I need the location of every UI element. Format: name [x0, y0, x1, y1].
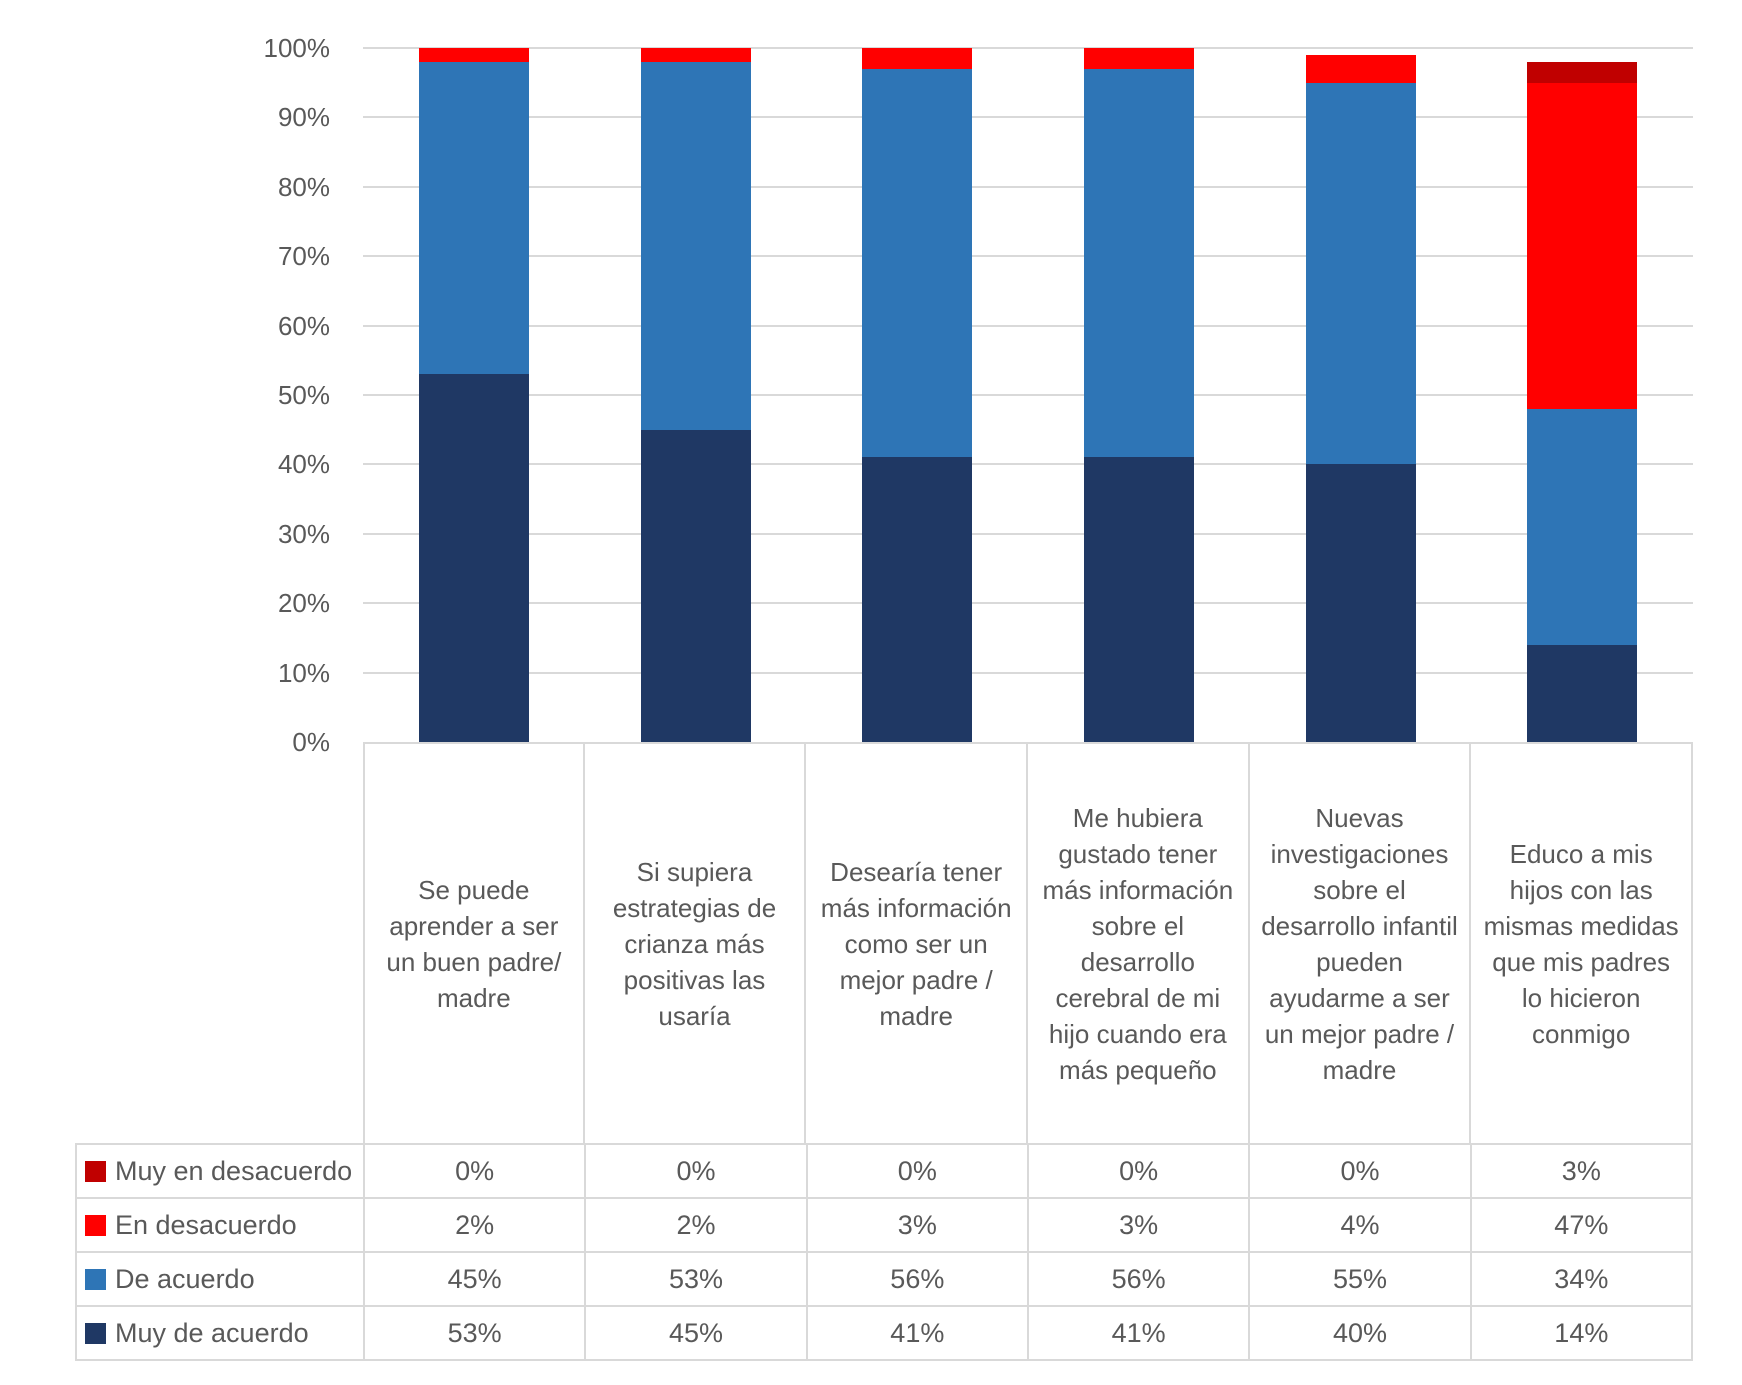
bar-segment — [862, 48, 973, 69]
table-value-cell: 2% — [365, 1199, 587, 1253]
y-axis-tick-label: 20% — [277, 588, 330, 619]
table-value-cell: 3% — [807, 1199, 1029, 1253]
category-header-cell: Se puede aprender a ser un buen padre/ m… — [363, 744, 585, 1143]
bar-column-6 — [1527, 48, 1638, 742]
gridline-70 — [363, 255, 1693, 258]
bar-segment — [1527, 644, 1638, 742]
bar-segment — [1527, 61, 1638, 83]
bar-column-4 — [1083, 48, 1194, 742]
category-header-cell: Desearía tener más información como ser … — [806, 744, 1028, 1143]
table-value-cell: 41% — [1028, 1307, 1251, 1361]
gridline-100 — [363, 47, 1693, 49]
table-value-cell: 0% — [1028, 1145, 1251, 1199]
table-value-cell: 14% — [1471, 1307, 1693, 1361]
table-value-cell: 56% — [807, 1253, 1029, 1307]
bar-segment — [862, 457, 973, 742]
table-value-cell: 0% — [1250, 1145, 1472, 1199]
table-value-cell: 55% — [1250, 1253, 1472, 1307]
table-value-cell: 53% — [365, 1307, 587, 1361]
table-value-cell: 53% — [586, 1253, 808, 1307]
gridline-20 — [363, 602, 1693, 605]
gridline-50 — [363, 394, 1693, 396]
table-value-cell: 0% — [586, 1145, 808, 1199]
bar-segment — [1305, 464, 1416, 742]
bar-column-3 — [862, 48, 973, 742]
y-axis-tick-label: 70% — [277, 241, 330, 272]
bar-segment — [1083, 457, 1194, 742]
gridline-40 — [363, 463, 1693, 466]
legend-swatch-icon — [85, 1160, 106, 1182]
gridline-10 — [363, 671, 1693, 674]
bar-segment — [640, 61, 751, 430]
table-value-cell: 41% — [807, 1307, 1029, 1361]
table-value-cell: 0% — [807, 1145, 1029, 1199]
category-header-cell: Nuevas investigaciones sobre el desarrol… — [1250, 744, 1472, 1143]
legend-label-cell: Muy en desacuerdo — [77, 1145, 365, 1199]
bar-segment — [1305, 54, 1416, 83]
bar-segment — [1305, 82, 1416, 465]
table-value-cell: 0% — [365, 1145, 587, 1199]
bar-segment — [640, 429, 751, 742]
legend-swatch-icon — [85, 1268, 106, 1290]
y-axis-tick-label: 30% — [277, 518, 330, 549]
y-axis-tick-label: 50% — [277, 380, 330, 410]
category-header-cell: Educo a mis hijos con las mismas medidas… — [1471, 744, 1693, 1143]
y-axis-tick-label: 0% — [292, 727, 330, 757]
category-header-cell: Me hubiera gustado tener más información… — [1028, 744, 1250, 1143]
bar-segment — [1083, 48, 1194, 69]
legend-label-cell: Muy de acuerdo — [77, 1307, 365, 1361]
y-axis-tick-label: 10% — [277, 657, 330, 688]
y-axis-tick-label: 80% — [277, 171, 330, 202]
bar-segment — [862, 68, 973, 458]
category-header-cell: Si supiera estrategias de crianza más po… — [585, 744, 807, 1143]
gridline-60 — [363, 324, 1693, 327]
data-table-body: Muy en desacuerdo 0% 0% 0% 0% 0% 3% En desacuer… — [75, 1143, 1693, 1361]
table-value-cell: 40% — [1250, 1307, 1472, 1361]
bar-segment — [1527, 82, 1638, 409]
legend-label-cell: De acuerdo — [77, 1253, 365, 1307]
legend-label-text: Muy en desacuerdo — [115, 1155, 353, 1186]
legend-swatch-icon — [85, 1214, 106, 1236]
table-value-cell: 47% — [1471, 1199, 1693, 1253]
table-value-cell: 45% — [365, 1253, 587, 1307]
table-value-cell: 2% — [586, 1199, 808, 1253]
legend-label-text: Muy de acuerdo — [115, 1317, 309, 1348]
bar-segment — [1527, 408, 1638, 645]
table-value-cell: 3% — [1028, 1199, 1251, 1253]
y-axis-tick-label: 60% — [277, 310, 330, 341]
table-value-cell: 4% — [1250, 1199, 1472, 1253]
legend-swatch-icon — [85, 1322, 106, 1344]
table-value-cell: 45% — [586, 1307, 808, 1361]
bar-segment — [1083, 68, 1194, 458]
data-table-header-row: Se puede aprender a ser un buen padre/ m… — [363, 742, 1693, 1143]
legend-label-text: De acuerdo — [115, 1263, 255, 1294]
table-value-cell: 34% — [1471, 1253, 1693, 1307]
bar-segment — [418, 48, 529, 62]
bar-segment — [418, 374, 529, 742]
gridline-80 — [363, 185, 1693, 188]
gridline-90 — [363, 116, 1693, 119]
table-value-cell: 3% — [1471, 1145, 1693, 1199]
plot-area — [363, 47, 1693, 742]
y-axis-tick-label: 90% — [277, 102, 330, 133]
legend-label-cell: En desacuerdo — [77, 1199, 365, 1253]
bar-segment — [418, 61, 529, 375]
bar-column-2 — [640, 48, 751, 742]
table-value-cell: 56% — [1028, 1253, 1251, 1307]
bar-column-1 — [418, 48, 529, 742]
y-axis-tick-label: 100% — [263, 33, 331, 63]
bar-column-5 — [1305, 48, 1416, 742]
legend-label-text: En desacuerdo — [115, 1209, 297, 1240]
bar-segment — [640, 48, 751, 62]
gridline-30 — [363, 532, 1693, 535]
y-axis-tick-label: 40% — [277, 449, 330, 480]
